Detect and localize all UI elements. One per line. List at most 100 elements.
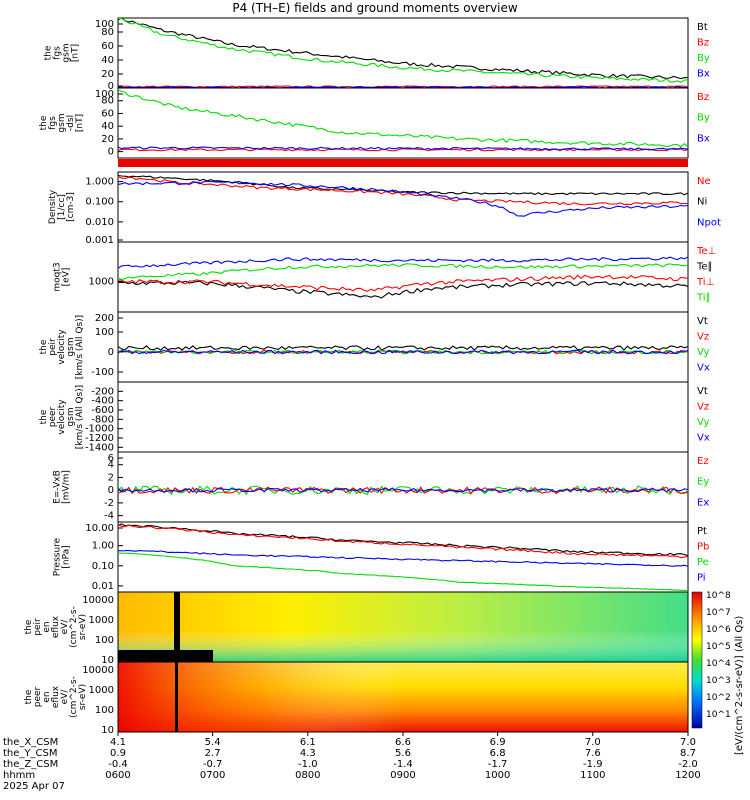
y-axis-label: fgs [48,116,58,130]
y-tick-label: 0.001 [85,235,114,246]
y-axis-label: [1/cc] [57,194,67,220]
y-axis-label: velocity [57,329,67,365]
colorbar-tick: 10^1 [706,710,731,720]
legend-Vx: Vx [697,433,710,444]
colorbar-tick: 10^4 [706,659,731,669]
y-tick-label: 80 [101,96,114,107]
x-tick-label: 7.0 [585,737,601,748]
y-axis-label: [mV/m] [62,470,72,504]
x-tick-label: 5.6 [395,748,411,759]
legend-Vz: Vz [697,402,709,413]
y-tick-label: 10.00 [85,523,114,534]
y-tick-label: 4 [108,460,114,471]
y-axis-label: the [24,689,34,704]
y-tick-label: -4 [104,511,114,522]
y-tick-label: 40 [101,55,114,66]
panel-peer-vel: -200-400-600-800-1000-1200-1400 the peer ve… [39,381,710,453]
series-Pe [117,552,689,592]
y-axis-label: the [24,619,34,634]
y-axis-label: peer [33,686,43,707]
panel-efield: 642 0 -2 -4 E=-VxB [mV/m] Ez Ey Ex [53,451,709,523]
x-tick-label: 8.7 [680,748,696,759]
series-Ne [117,175,688,206]
x-row-label: 2025 Apr 07 [3,781,65,792]
panel-pressure: 10.00 1.00 0.10 0.01 Pressure [nPa] Pt Pb Pe Pi [53,521,709,593]
x-tick-label: 0900 [390,770,415,781]
y-axis-label: velocity [57,399,67,435]
y-tick-label: -600 [91,405,114,416]
y-axis-label: [km/s (All Qs)] [75,385,85,449]
legend-Vt: Vt [697,316,708,327]
y-axis-label: the [44,45,54,60]
legend-Te⊥: Te⊥ [696,246,716,257]
y-tick-label: -100 [91,367,114,378]
x-row-label: the_X_CSM [3,737,58,748]
y-axis-label: [nPa] [62,545,72,568]
x-tick-label: -0.4 [108,759,128,770]
legend-Ni: Ni [697,197,707,208]
y-axis-label: peer [48,406,58,427]
quality-flag-bar [118,159,688,167]
series-Ez [117,486,689,495]
y-tick-label: 10 [101,725,114,736]
y-tick-label: 0 [108,147,114,158]
panel-frame [117,241,689,313]
legend-Vx: Vx [697,363,710,374]
y-axis-label: peir [48,338,58,356]
x-row-label: hhmm [3,770,35,781]
y-axis-label: gsm [66,337,76,356]
y-tick-label: 0 [108,347,114,358]
y-axis-label: eV/ [60,689,70,705]
series-Bt [117,17,689,80]
x-tick-label: 0800 [295,770,320,781]
legend-Ti⊥: Ti⊥ [696,277,714,288]
y-tick-label: 40 [101,121,114,132]
y-axis-label: [cm-3] [66,192,76,222]
y-axis-label: Density [48,189,58,224]
legend-Ey: Ey [697,477,709,488]
legend-Ne: Ne [697,176,711,187]
panel-peer-spec: 10000 1000 100 10 the peer en eflux eV/(cm^2-s-s… [24,661,689,736]
y-axis-label: eV/ [60,619,70,635]
y-tick-label: 1000 [89,277,114,288]
y-tick-label: 100 [95,19,114,30]
spectrogram-overlay [118,662,688,732]
chart-title: P4 (TH–E) fields and ground moments over… [232,1,517,15]
series-Npot [117,180,689,217]
y-tick-label: -1200 [85,433,114,444]
colorbar-tick: 10^6 [706,625,731,635]
panel-frame [117,17,689,89]
y-axis-label: gsm [57,113,67,132]
series-Bz [117,148,689,152]
y-tick-label: 2 [108,472,114,483]
series-Bx [117,146,689,151]
series-Ni [117,174,689,196]
legend-Vt: Vt [697,386,708,397]
series-By [117,17,689,84]
y-tick-label: 0 [108,485,114,496]
legend-Bz: Bz [697,92,709,103]
x-tick-label: 2.7 [205,748,221,759]
legend-Te∥: Te∥ [696,262,713,273]
y-axis-label: Pressure [53,537,63,576]
panel-peir-vel: 200 100 0 -100 the peir velocity gsm [km/s (All … [39,311,710,383]
y-tick-label: -1000 [85,424,114,435]
y-tick-label: 200 [95,313,114,324]
series-By [117,89,689,148]
legend-Ex: Ex [697,497,709,508]
y-axis-label: -dsl [66,115,76,131]
series-Ti⊥ [117,256,689,269]
y-tick-label: 1.00 [92,541,114,552]
y-tick-label: 6 [108,453,114,464]
data-gap [118,650,213,662]
colorbar-tick: 10^2 [706,693,731,703]
x-tick-label: 1200 [675,770,700,781]
x-tick-label: -1.0 [298,759,318,770]
y-tick-label: 1000 [89,685,114,696]
y-tick-label: 10000 [82,595,114,606]
